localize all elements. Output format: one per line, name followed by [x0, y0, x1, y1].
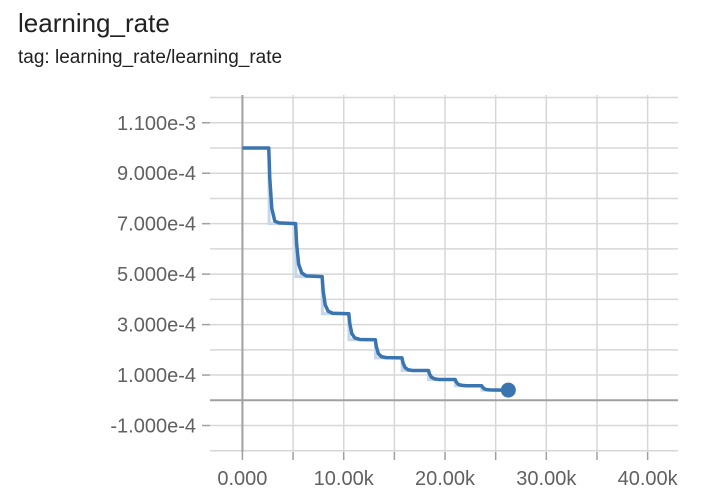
y-tick-label: 9.000e-4	[117, 163, 196, 185]
card-title: learning_rate	[18, 8, 170, 38]
y-tick-label: 1.000e-4	[117, 365, 196, 387]
smoothed-series-line	[242, 146, 509, 392]
y-tick-label: 3.000e-4	[117, 315, 196, 337]
raw-series-line	[242, 146, 509, 392]
y-tick-label: 7.000e-4	[117, 214, 196, 236]
tag-label: tag: learning_rate/learning_rate	[18, 47, 283, 68]
x-tick-label: 40.00k	[618, 468, 679, 490]
y-tick-label: 5.000e-4	[117, 264, 196, 286]
last-point-marker	[500, 382, 516, 398]
y-tick-label: 1.100e-3	[117, 113, 196, 135]
y-tick-label: -1.000e-4	[110, 416, 196, 438]
x-tick-label: 10.00k	[314, 468, 375, 490]
x-tick-label: 30.00k	[516, 468, 577, 490]
x-tick-label: 20.00k	[415, 468, 476, 490]
x-tick-label: 0.000	[217, 468, 267, 490]
